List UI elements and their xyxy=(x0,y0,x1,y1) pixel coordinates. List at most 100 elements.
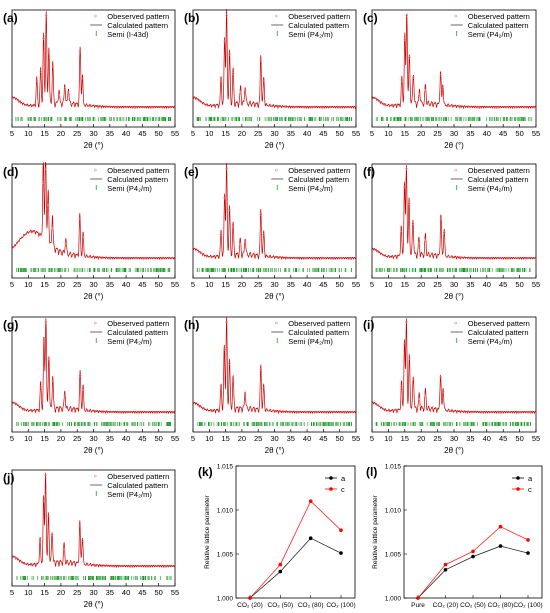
observed-point xyxy=(405,14,408,17)
observed-point xyxy=(47,357,50,360)
legend-semi-label: Semi (P4₂/m) xyxy=(107,337,152,346)
observed-point xyxy=(225,320,228,324)
legend-calculated-label: Calculated pattern xyxy=(288,175,349,184)
observed-point xyxy=(44,320,48,324)
x-tick-label: 50 xyxy=(515,434,523,443)
observed-point xyxy=(39,70,42,73)
observed-point xyxy=(42,500,45,503)
calculated-pattern-line xyxy=(371,318,537,415)
observed-point xyxy=(228,208,231,212)
observed-point xyxy=(39,385,42,388)
observed-point xyxy=(46,204,50,207)
x-axis-label: 2θ (°) xyxy=(84,446,104,455)
observed-point xyxy=(219,79,223,83)
legend-semi-label: Semi (P4₂/m) xyxy=(107,184,152,193)
observed-point xyxy=(441,87,444,90)
y-tick-label: 1.005 xyxy=(217,552,234,559)
legend-calculated-label: Calculated pattern xyxy=(288,328,349,337)
x-tick-label: 55 xyxy=(171,434,179,443)
panel-label: (i) xyxy=(363,318,374,332)
legend-calculated-label: Calculated pattern xyxy=(288,21,349,30)
xrd-panel-5: 5 10 15 20 25 30 35 40 45 50 55 2θ (°) (f) Obeserved … xyxy=(363,163,540,301)
x-tick-label: 15 xyxy=(401,434,409,443)
observed-point xyxy=(231,72,235,75)
calculated-pattern-line xyxy=(192,316,357,415)
legend-a-dot xyxy=(516,476,520,480)
x-tick-label: 40 xyxy=(122,588,130,597)
x-axis-label: 2θ (°) xyxy=(265,446,285,455)
calculated-pattern-line xyxy=(11,162,176,261)
x-tick-label: 5 xyxy=(370,280,374,289)
legend-semi-label: Semi (P4₂/m) xyxy=(468,337,513,346)
observed-point xyxy=(47,514,50,518)
legend-observed-label: Obeserved pattern xyxy=(107,472,169,481)
x-tick-label: 20 xyxy=(417,280,425,289)
x-tick-label: CO₂ (20) xyxy=(237,602,263,609)
observed-point xyxy=(442,390,445,394)
x-tick-label: CO₂ (100) xyxy=(326,602,355,609)
x-tick-label: 50 xyxy=(155,588,163,597)
legend-semi-label: Semi (P4₂/m) xyxy=(288,337,333,346)
observed-point xyxy=(62,548,66,551)
x-tick-label: 55 xyxy=(352,280,360,289)
x-tick-label: CO₂ (100) xyxy=(513,602,542,609)
legend-calculated-label: Calculated pattern xyxy=(468,175,529,184)
panel-label: (b) xyxy=(184,11,199,25)
x-tick-label: 15 xyxy=(221,280,229,289)
observed-point xyxy=(231,226,235,229)
x-tick-label: 55 xyxy=(532,434,540,443)
legend-c-dot xyxy=(329,487,333,491)
observed-point xyxy=(42,341,46,344)
observed-point xyxy=(244,240,247,244)
observed-point xyxy=(225,167,228,171)
observed-point xyxy=(239,243,242,246)
calculated-pattern-line xyxy=(371,13,537,110)
observed-point xyxy=(42,181,45,184)
legend-observed-label: Obeserved pattern xyxy=(107,166,169,175)
legend-semi-label: Semi (P4₂/m) xyxy=(288,30,333,39)
observed-point xyxy=(78,49,82,53)
observed-point xyxy=(228,362,231,365)
series-c-point xyxy=(498,524,503,529)
calculated-pattern-line xyxy=(192,162,357,261)
x-tick-label: CO₂ (80) xyxy=(298,602,324,609)
legend-observed-marker xyxy=(454,14,458,18)
series-a-point xyxy=(308,536,313,540)
x-tick-label: CO₂ (20) xyxy=(433,602,459,609)
x-tick-label: 15 xyxy=(40,129,48,138)
observed-point xyxy=(38,540,42,544)
legend-a-label: a xyxy=(341,474,346,483)
x-tick-label: Pure xyxy=(411,602,425,609)
x-tick-label: 20 xyxy=(417,129,425,138)
observed-point xyxy=(81,236,85,239)
x-tick-label: 15 xyxy=(221,434,229,443)
x-tick-label: 15 xyxy=(40,434,48,443)
x-axis-label: 2θ (°) xyxy=(84,600,104,609)
x-axis-label: 2θ (°) xyxy=(444,141,464,150)
observed-point xyxy=(259,213,262,216)
panel-label: (f) xyxy=(363,165,375,179)
panel-label: (c) xyxy=(363,11,378,25)
observed-point xyxy=(443,231,446,234)
x-tick-label: 45 xyxy=(319,129,327,138)
x-axis-label: 2θ (°) xyxy=(265,292,285,301)
x-tick-label: 45 xyxy=(499,434,507,443)
observed-point xyxy=(262,387,265,390)
x-tick-label: 40 xyxy=(122,434,130,443)
plot-frame xyxy=(403,465,543,599)
y-tick-label: 1.000 xyxy=(385,596,402,603)
legend-observed-label: Obeserved pattern xyxy=(468,319,530,328)
legend-observed-marker xyxy=(93,474,97,478)
observed-point xyxy=(44,474,47,477)
observed-point xyxy=(219,387,223,390)
x-tick-label: CO₂ (50) xyxy=(268,602,294,609)
legend-observed-marker xyxy=(454,168,458,172)
legend-observed-marker xyxy=(274,321,278,325)
x-tick-label: 10 xyxy=(205,129,213,138)
x-tick-label: 25 xyxy=(433,280,441,289)
x-tick-label: 10 xyxy=(205,280,213,289)
series-a-point xyxy=(278,569,283,574)
observed-point xyxy=(219,233,223,236)
observed-point xyxy=(400,229,403,233)
legend-observed-label: Obeserved pattern xyxy=(288,319,350,328)
